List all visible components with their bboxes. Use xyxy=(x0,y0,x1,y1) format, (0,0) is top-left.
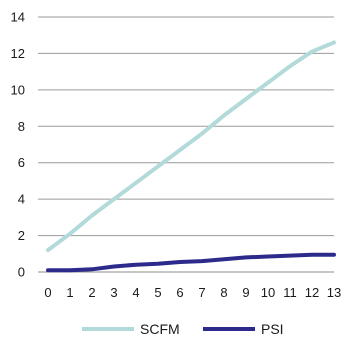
y-tick-label-10: 10 xyxy=(11,82,25,97)
x-tick-label-12: 12 xyxy=(305,285,319,300)
x-tick-label-9: 9 xyxy=(242,285,249,300)
y-axis-ticks: 0 2 4 6 8 10 12 14 xyxy=(11,10,25,280)
y-tick-label-2: 2 xyxy=(18,228,25,243)
x-tick-label-1: 1 xyxy=(66,285,73,300)
y-tick-label-0: 0 xyxy=(18,265,25,280)
y-tick-label-14: 14 xyxy=(11,10,25,25)
legend-label-psi: PSI xyxy=(261,321,284,337)
x-tick-label-10: 10 xyxy=(261,285,275,300)
x-tick-label-8: 8 xyxy=(220,285,227,300)
series-lines xyxy=(46,40,336,273)
gridlines xyxy=(38,16,334,273)
x-tick-label-6: 6 xyxy=(176,285,183,300)
x-tick-label-13: 13 xyxy=(327,285,341,300)
series-line-scfm xyxy=(46,40,336,253)
legend-item-psi: PSI xyxy=(203,321,284,337)
y-tick-label-6: 6 xyxy=(18,155,25,170)
y-tick-label-4: 4 xyxy=(18,192,25,207)
legend-item-scfm: SCFM xyxy=(82,321,180,337)
legend: SCFM PSI xyxy=(82,321,284,337)
x-tick-label-7: 7 xyxy=(198,285,205,300)
y-tick-label-12: 12 xyxy=(11,46,25,61)
x-tick-label-3: 3 xyxy=(110,285,117,300)
y-tick-label-8: 8 xyxy=(18,119,25,134)
x-tick-label-0: 0 xyxy=(44,285,51,300)
x-tick-label-5: 5 xyxy=(154,285,161,300)
x-axis-ticks: 0 1 2 3 4 5 6 7 8 9 10 11 12 13 xyxy=(44,285,341,300)
x-tick-label-11: 11 xyxy=(283,285,297,300)
x-tick-label-4: 4 xyxy=(132,285,139,300)
series-line-psi xyxy=(46,252,336,273)
x-tick-label-2: 2 xyxy=(88,285,95,300)
legend-label-scfm: SCFM xyxy=(140,321,180,337)
